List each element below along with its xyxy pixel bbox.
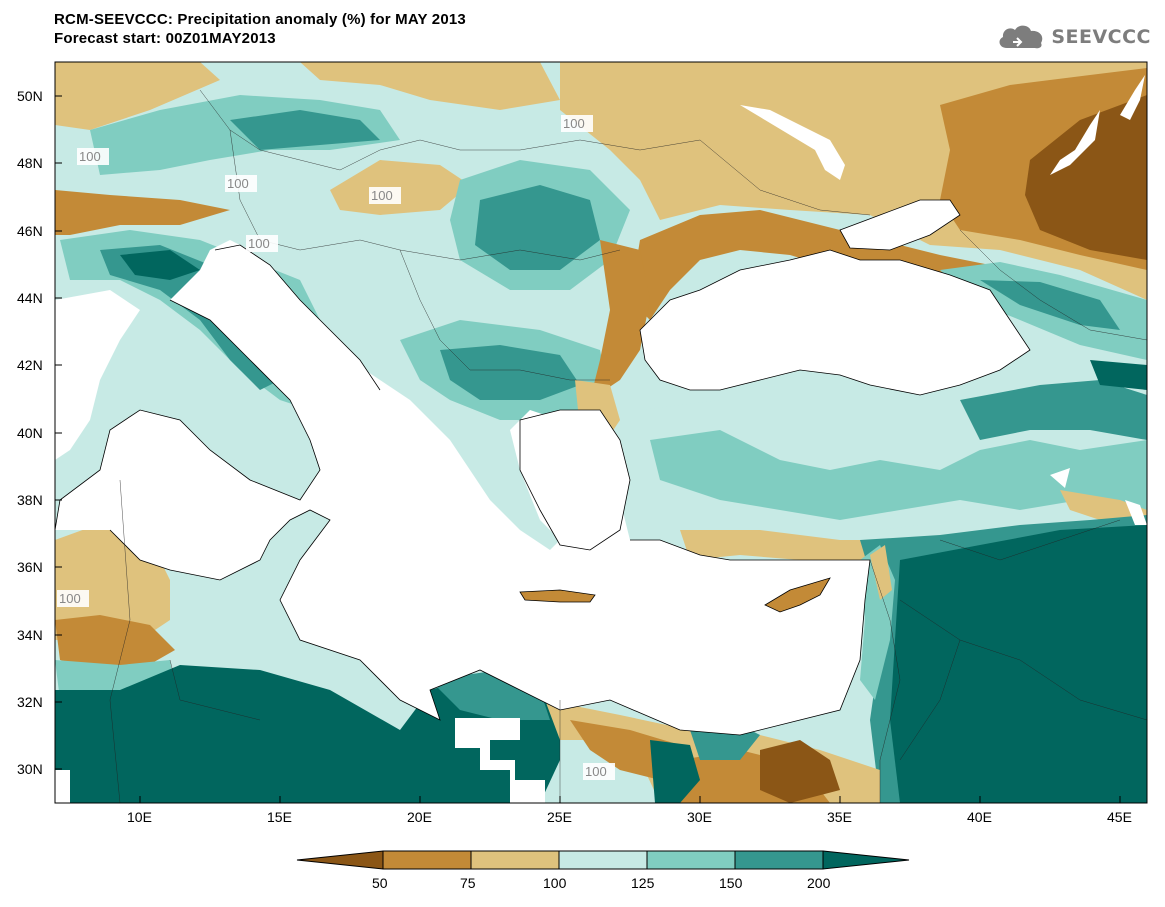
- contour-label: 100: [79, 149, 101, 164]
- lat-label: 36N: [17, 559, 43, 575]
- colorbar-label: 50: [372, 875, 388, 891]
- lon-label: 45E: [1107, 809, 1132, 825]
- colorbar-label: 100: [543, 875, 567, 891]
- lat-label: 48N: [17, 155, 43, 171]
- latitude-axis: 50N 48N 46N 44N 42N 40N 38N 36N 34N 32N …: [17, 88, 62, 777]
- lat-label: 38N: [17, 492, 43, 508]
- contour-label: 100: [248, 236, 270, 251]
- longitude-axis: 10E 15E 20E 25E 30E 35E 40E 45E: [127, 796, 1132, 825]
- lon-label: 30E: [687, 809, 712, 825]
- contour-label: 100: [585, 764, 607, 779]
- colorbar-segment: [558, 850, 648, 870]
- contour-label: 100: [563, 116, 585, 131]
- lat-label: 32N: [17, 694, 43, 710]
- lon-label: 10E: [127, 809, 152, 825]
- coastlines: [55, 199, 1031, 736]
- cloud-icon: [999, 25, 1043, 49]
- lon-label: 15E: [267, 809, 292, 825]
- colorbar-segment: [382, 850, 472, 870]
- seevccc-logo: SEEVCCC: [995, 22, 1151, 52]
- contour-label: 100: [371, 188, 393, 203]
- lat-label: 40N: [17, 425, 43, 441]
- lat-label: 44N: [17, 290, 43, 306]
- contour-label: 100: [59, 591, 81, 606]
- colorbar: 50 75 100 125 150 200: [296, 850, 910, 891]
- colorbar-segment: [734, 850, 824, 870]
- contour-labels: 100 100 100 100 100 100 100: [57, 115, 615, 780]
- logo-text: SEEVCCC: [1051, 26, 1151, 48]
- colorbar-segment: [470, 850, 560, 870]
- colorbar-label: 75: [460, 875, 476, 891]
- contour-label: 100: [227, 176, 249, 191]
- colorbar-label: 200: [807, 875, 831, 891]
- title-line-1: RCM-SEEVCCC: Precipitation anomaly (%) f…: [54, 11, 466, 28]
- title-line-2: Forecast start: 00Z01MAY2013: [54, 30, 276, 47]
- colorbar-segment: [646, 850, 736, 870]
- lat-label: 30N: [17, 761, 43, 777]
- lon-label: 20E: [407, 809, 432, 825]
- colorbar-high-triangle: [822, 850, 910, 870]
- lat-label: 46N: [17, 223, 43, 239]
- colorbar-label: 150: [719, 875, 743, 891]
- lat-label: 50N: [17, 88, 43, 104]
- lat-label: 34N: [17, 627, 43, 643]
- colorbar-low-triangle: [296, 850, 384, 870]
- lon-label: 35E: [827, 809, 852, 825]
- colorbar-label: 125: [631, 875, 655, 891]
- map-title: RCM-SEEVCCC: Precipitation anomaly (%) f…: [54, 10, 466, 48]
- lat-label: 42N: [17, 357, 43, 373]
- map-field: [55, 62, 1147, 803]
- country-borders: [109, 89, 1147, 803]
- lon-label: 25E: [547, 809, 572, 825]
- lon-label: 40E: [967, 809, 992, 825]
